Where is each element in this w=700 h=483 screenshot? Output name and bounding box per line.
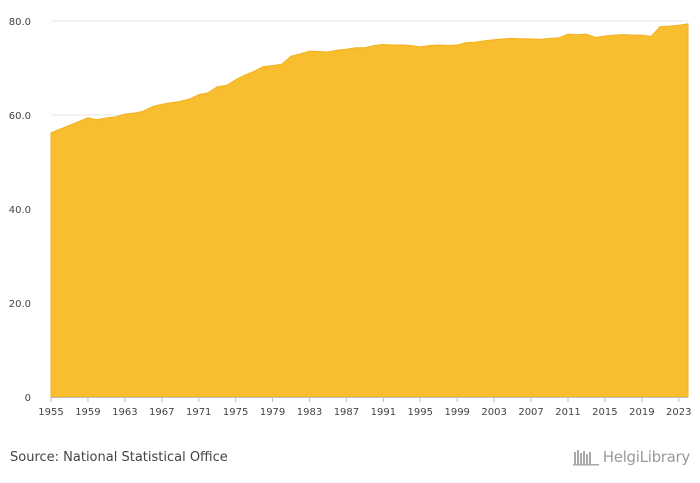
- x-tick-label: 1971: [186, 407, 211, 418]
- x-tick-label: 1979: [260, 407, 285, 418]
- y-tick-label: 0: [25, 393, 31, 404]
- x-tick-label: 1991: [371, 407, 396, 418]
- y-tick-label: 80.0: [9, 17, 31, 28]
- x-tick-label: 1963: [112, 407, 137, 418]
- logo-text: HelgiLibrary: [602, 448, 691, 466]
- x-tick-label: 2023: [666, 407, 691, 418]
- x-tick-label: 1975: [223, 407, 248, 418]
- x-tick-label: 1999: [444, 407, 469, 418]
- y-tick-label: 20.0: [9, 299, 31, 310]
- x-tick-label: 1955: [38, 407, 63, 418]
- area-series[interactable]: [50, 23, 689, 398]
- x-tick-label: 2019: [629, 407, 654, 418]
- y-tick-label: 40.0: [9, 205, 31, 216]
- y-axis-ticks: 0 20.0 40.0 60.0 80.0: [9, 17, 31, 404]
- x-tick-label: 1959: [75, 407, 100, 418]
- x-tick-label: 1967: [149, 407, 174, 418]
- y-tick-label: 60.0: [9, 111, 31, 122]
- x-tick-label: 2003: [481, 407, 506, 418]
- source-note: Source: National Statistical Office: [10, 450, 228, 465]
- x-tick-label: 2007: [518, 407, 543, 418]
- helgi-library-logo: HelgiLibrary: [572, 448, 691, 466]
- x-tick-label: 2015: [592, 407, 617, 418]
- x-tick-label: 2011: [555, 407, 580, 418]
- x-tick-label: 1995: [408, 407, 433, 418]
- x-axis-ticks: 1955 1959 1963 1967 1971 1975 1979 1983 1987 1991…: [38, 397, 691, 418]
- x-tick-label: 1983: [297, 407, 322, 418]
- x-tick-label: 1987: [334, 407, 359, 418]
- logo-books-icon: [572, 450, 599, 466]
